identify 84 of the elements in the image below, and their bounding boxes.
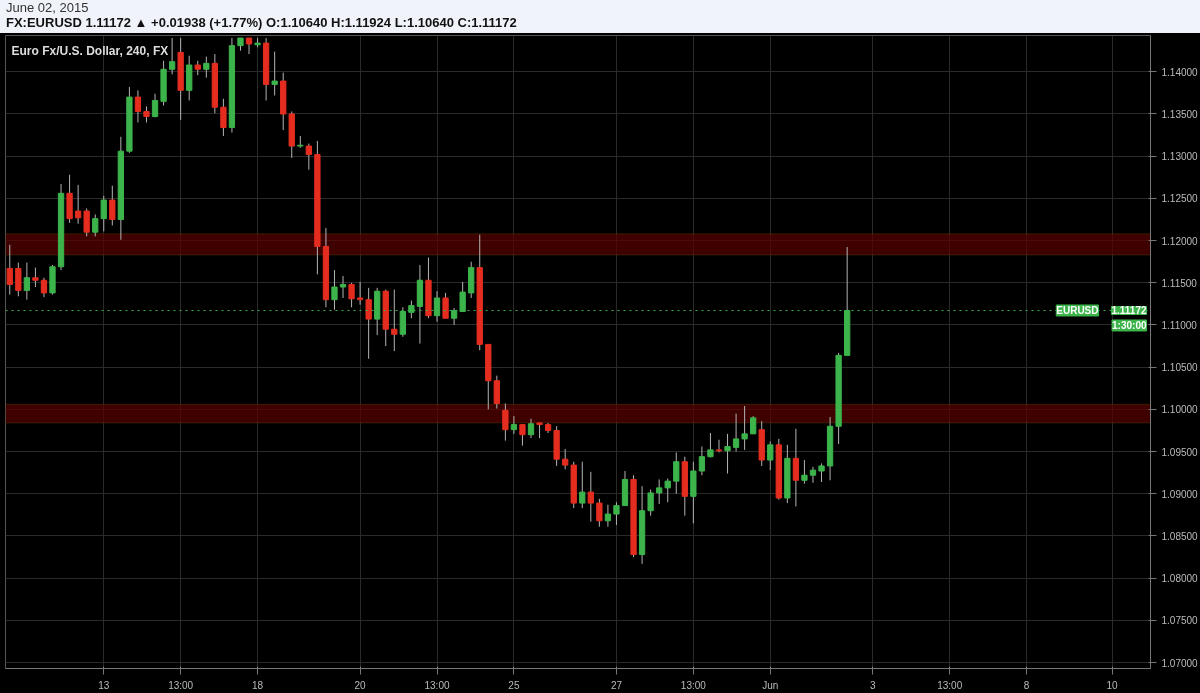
y-tick-label: 1.09000 [1161,488,1199,500]
candlestick [109,185,116,226]
candlestick [83,208,90,237]
candlestick [40,277,48,298]
candlestick [74,184,82,225]
candlestick [732,413,740,453]
candlestick [348,282,355,308]
y-tick-label: 1.10000 [1161,404,1199,416]
candlestick [562,448,569,470]
candlestick [168,37,176,75]
x-tick-label: 18 [252,679,264,691]
candlestick [100,195,107,232]
candlestick [818,462,825,483]
x-tick-label: 13:00 [937,679,963,691]
x-tick-label: 10 [1106,679,1119,691]
ref-line-label: EURUSD [1056,304,1099,316]
x-tick-label: 20 [354,679,367,691]
x-tick-label: 27 [610,679,623,691]
text: Euro Fx/U.S. Dollar, 240, FX [11,43,169,58]
candlestick [271,51,278,96]
candlestick [391,289,398,352]
candlestick [673,451,680,495]
candlestick [220,98,227,137]
candlestick [6,244,13,296]
y-tick-label: 1.11500 [1161,277,1198,289]
x-tick-label: 3 [870,679,877,691]
candlestick [339,275,347,299]
candlestick [134,89,142,123]
candlestick [510,415,518,435]
candlestick [664,478,671,503]
y-tick-label: 1.13000 [1161,151,1199,163]
candlestick [724,433,731,475]
candlestick [305,143,312,171]
y-tick-label: 1.12000 [1161,235,1199,247]
candlestick [604,504,612,528]
x-tick-label: 25 [508,679,520,691]
candlestick [767,440,774,471]
candlestick [647,489,654,517]
candlestick [613,501,620,526]
chart-title: FX:EURUSD 1.11172 ▲ +0.01938 (+1.77%) O:1.10640 H:1.11924 L:1.10640 C:1.11172 [6,15,517,30]
candlestick [707,432,714,458]
x-tick-label: 8 [1023,679,1030,691]
annotation: 1.11172 [1111,305,1147,317]
y-tick-label: 1.12500 [1161,193,1199,205]
y-tick-label: 1.09500 [1161,446,1199,458]
candlestick [519,424,526,447]
x-tick-label: 13 [98,679,110,691]
candlestick [442,292,449,319]
candlestick [527,418,535,439]
candlestick [356,281,364,306]
y-tick-label: 1.13500 [1161,108,1199,120]
y-tick-label: 1.07000 [1161,657,1199,669]
candlestick [203,56,210,79]
annotation: 1:30:00 [1112,319,1147,331]
candlestick [809,466,817,484]
candlestick [596,498,603,528]
y-tick-label: 1.08000 [1161,573,1199,585]
x-tick-label: 13:00 [680,679,707,691]
candlestick [331,269,338,311]
candlestick [365,287,372,360]
candlestick [23,262,31,301]
candlestick [32,267,39,288]
x-tick-label: 13:00 [424,679,450,691]
candlestick [656,478,663,505]
candlestick [801,459,808,485]
candlestick [245,37,253,55]
candlestick [15,262,22,297]
y-tick-label: 1.14000 [1161,66,1199,78]
y-tick-label: 1.07500 [1161,615,1199,627]
candlestick [587,471,594,523]
candlestick [741,405,748,451]
candlestick [579,461,586,509]
candlestick [502,402,509,442]
x-tick-label: Jun [762,679,779,691]
candlestick [715,439,723,453]
candlestick [698,446,706,476]
text: June 02, 2015 [6,0,90,15]
x-tick-label: 13:00 [168,679,194,691]
y-tick-label: 1.08500 [1161,530,1199,542]
y-tick-label: 1.10500 [1161,362,1199,374]
candlestick [792,428,800,507]
y-tick-label: 1.11000 [1161,319,1198,331]
candlestick [493,375,500,410]
candlestick [92,213,99,237]
